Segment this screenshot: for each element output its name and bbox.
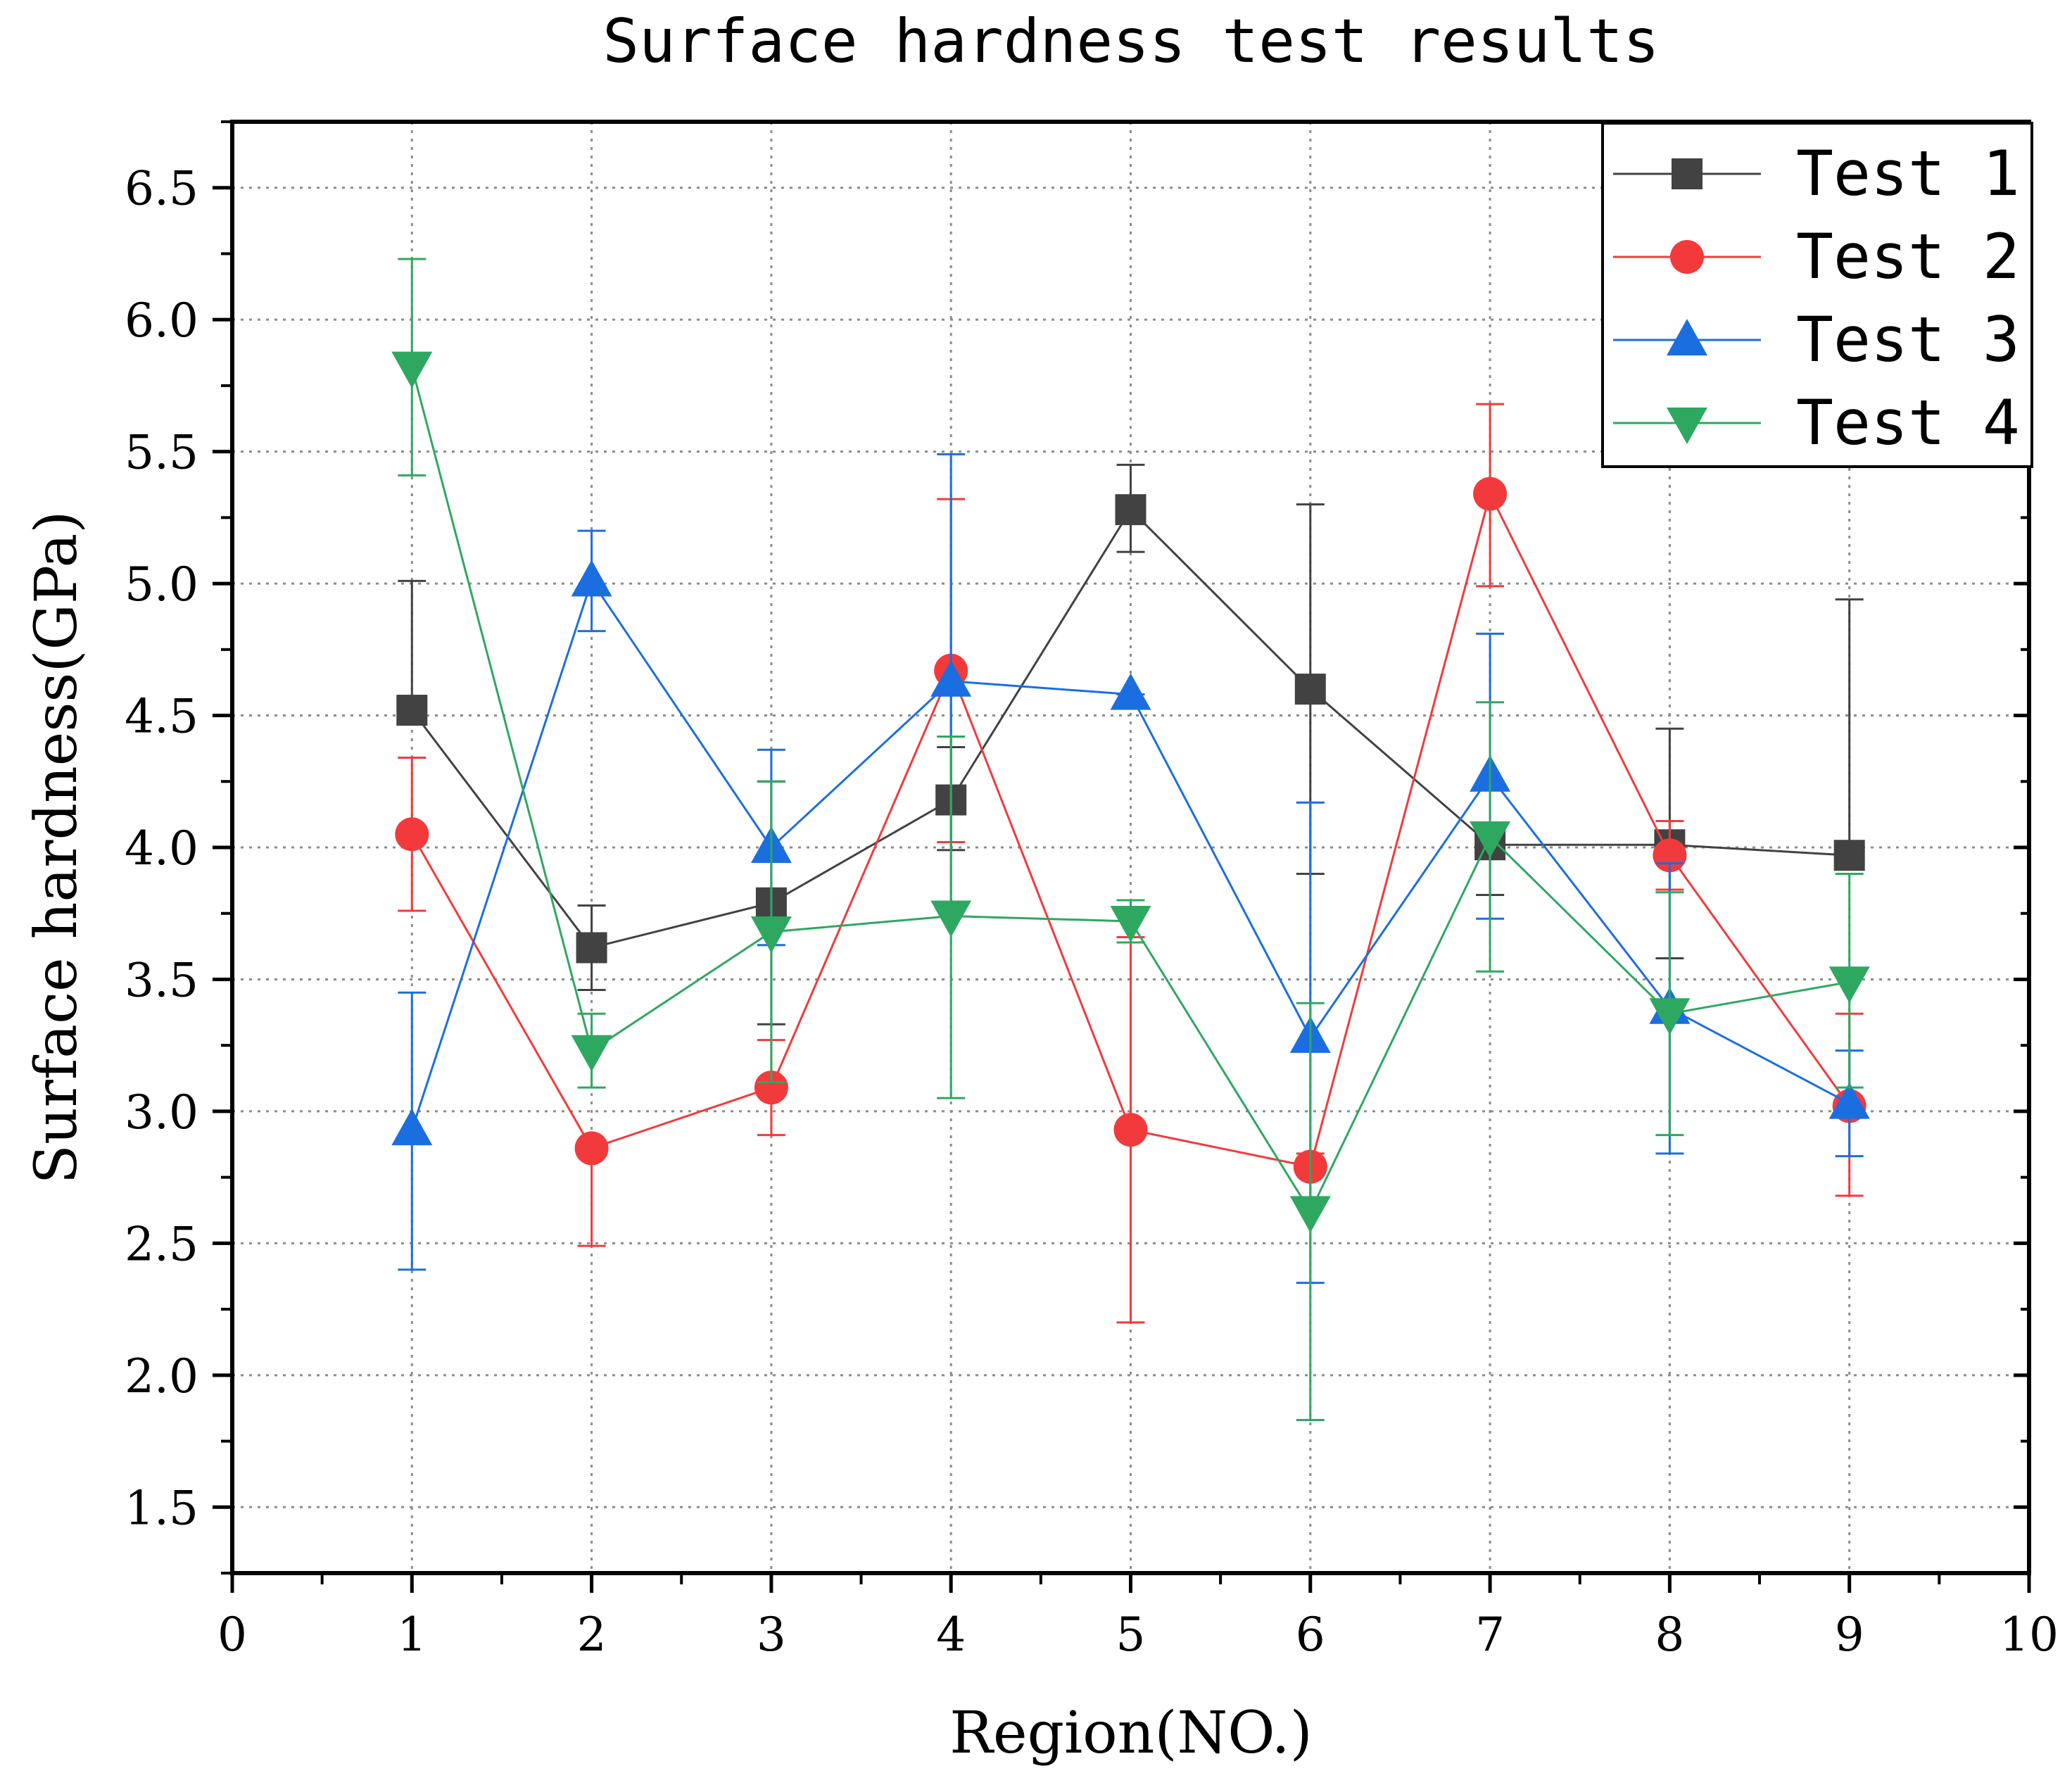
- legend: Test 1 Test 2 Test 3 Test 4: [1601, 122, 2033, 468]
- data-point: [930, 900, 972, 938]
- y-tick-label: 2.5: [125, 1217, 198, 1271]
- data-point: [396, 695, 428, 726]
- legend-marker: [1667, 319, 1707, 355]
- x-tick-label: 10: [2000, 1608, 2059, 1662]
- legend-label: Test 3: [1796, 303, 2020, 376]
- y-tick-label: 1.5: [125, 1481, 198, 1535]
- x-tick-label: 4: [936, 1608, 966, 1662]
- data-point: [1470, 821, 1511, 859]
- y-tick-label: 5.5: [125, 426, 198, 480]
- x-tick-label: 8: [1655, 1608, 1684, 1662]
- data-point: [574, 1131, 609, 1166]
- x-tick-label: 7: [1475, 1608, 1505, 1662]
- legend-label: Test 4: [1796, 386, 2020, 459]
- legend-item: Test 3: [1613, 303, 2020, 376]
- x-tick-label: 0: [217, 1608, 247, 1662]
- y-axis-label: Surface hardness(GPa): [23, 511, 90, 1185]
- data-point: [1113, 1113, 1148, 1147]
- y-tick-label: 3.0: [125, 1085, 198, 1140]
- data-point: [1833, 840, 1865, 871]
- legend-item: Test 4: [1613, 386, 2020, 459]
- data-point: [1289, 1196, 1331, 1233]
- y-tick-label: 6.0: [125, 294, 198, 348]
- y-tick-label: 2.0: [125, 1349, 198, 1403]
- legend-marker: [1672, 158, 1703, 189]
- data-point: [1110, 905, 1151, 942]
- legend-marker: [1670, 240, 1704, 274]
- data-point: [571, 1035, 612, 1072]
- y-tick-label: 3.5: [125, 953, 198, 1007]
- data-point: [571, 560, 612, 597]
- data-point: [1110, 673, 1151, 710]
- data-point: [1473, 477, 1508, 511]
- y-tick-label: 5.0: [125, 557, 198, 612]
- legend-item: Test 2: [1613, 220, 2020, 293]
- legend-marker: [1667, 408, 1707, 444]
- data-point: [576, 932, 607, 964]
- data-point: [750, 916, 792, 953]
- y-tick-label: 6.5: [125, 162, 198, 216]
- x-tick-label: 6: [1296, 1608, 1325, 1662]
- legend-label: Test 2: [1796, 220, 2020, 293]
- legend-item: Test 1: [1613, 137, 2020, 210]
- data-point: [754, 1071, 788, 1105]
- data-point: [1828, 966, 1870, 1004]
- x-tick-label: 5: [1116, 1608, 1146, 1662]
- data-point: [391, 1109, 433, 1146]
- data-point: [1294, 674, 1326, 705]
- x-tick-label: 2: [577, 1608, 607, 1662]
- ticks: 0 1 2 3 4 5 6 7 8 9 10 1.5 2.0 2.5 3.0 3.5 4.0 4.5 5.0 5.5 6…: [125, 120, 2059, 1662]
- x-axis-label: Region(NO.): [949, 1700, 1312, 1767]
- x-tick-label: 3: [757, 1608, 786, 1662]
- x-tick-label: 9: [1835, 1608, 1864, 1662]
- series-4: [391, 258, 1870, 1422]
- data-point: [1649, 998, 1691, 1035]
- x-tick-label: 1: [397, 1608, 427, 1662]
- data-point: [1115, 494, 1146, 526]
- y-tick-label: 4.5: [125, 690, 198, 744]
- data-point: [1828, 1082, 1870, 1119]
- y-tick-label: 4.0: [125, 821, 198, 876]
- legend-label: Test 1: [1796, 137, 2020, 210]
- data-point: [395, 817, 429, 852]
- data-point: [391, 351, 433, 389]
- series-layer: [391, 258, 1870, 1422]
- data-point: [930, 660, 972, 697]
- chart-title: Surface hardness test results: [602, 6, 1660, 77]
